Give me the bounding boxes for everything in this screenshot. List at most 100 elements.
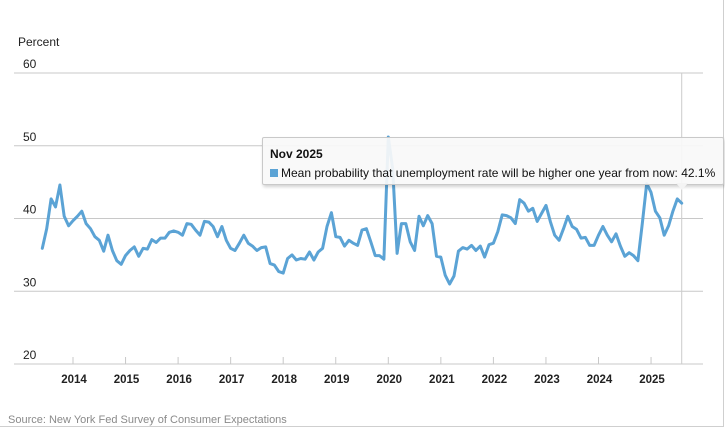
- data-point[interactable]: [132, 245, 136, 249]
- data-point[interactable]: [399, 222, 403, 226]
- data-point[interactable]: [491, 241, 495, 245]
- data-point[interactable]: [575, 227, 579, 231]
- data-point[interactable]: [588, 243, 592, 247]
- data-point[interactable]: [312, 258, 316, 262]
- data-point[interactable]: [334, 235, 338, 239]
- data-point[interactable]: [338, 235, 342, 239]
- data-point[interactable]: [430, 222, 434, 226]
- data-point[interactable]: [610, 240, 614, 244]
- data-point[interactable]: [662, 233, 666, 237]
- data-point[interactable]: [509, 216, 513, 220]
- data-point[interactable]: [207, 220, 211, 224]
- data-point[interactable]: [58, 183, 62, 187]
- data-point[interactable]: [640, 222, 644, 226]
- data-point[interactable]: [97, 238, 101, 242]
- data-point[interactable]: [461, 246, 465, 250]
- data-point[interactable]: [163, 236, 167, 240]
- data-point[interactable]: [246, 241, 250, 245]
- data-point[interactable]: [40, 246, 44, 250]
- data-point[interactable]: [290, 253, 294, 257]
- data-point[interactable]: [570, 225, 574, 229]
- data-point[interactable]: [80, 209, 84, 213]
- data-point[interactable]: [531, 206, 535, 210]
- data-point[interactable]: [456, 249, 460, 253]
- data-point[interactable]: [347, 238, 351, 242]
- data-point[interactable]: [268, 262, 272, 266]
- data-point[interactable]: [343, 244, 347, 248]
- data-point[interactable]: [513, 222, 517, 226]
- data-point[interactable]: [321, 246, 325, 250]
- data-point[interactable]: [159, 236, 163, 240]
- data-point[interactable]: [229, 246, 233, 250]
- data-point[interactable]: [124, 254, 128, 258]
- data-point[interactable]: [474, 249, 478, 253]
- data-point[interactable]: [110, 249, 114, 253]
- data-point[interactable]: [382, 257, 386, 261]
- data-point[interactable]: [299, 257, 303, 261]
- data-point[interactable]: [137, 254, 141, 258]
- data-point[interactable]: [395, 251, 399, 255]
- data-point[interactable]: [548, 219, 552, 223]
- data-point[interactable]: [566, 214, 570, 218]
- data-point[interactable]: [653, 209, 657, 213]
- data-point[interactable]: [487, 243, 491, 247]
- data-point[interactable]: [119, 262, 123, 266]
- data-point[interactable]: [281, 271, 285, 275]
- data-point[interactable]: [373, 254, 377, 258]
- data-point[interactable]: [483, 255, 487, 259]
- data-point[interactable]: [224, 238, 228, 242]
- data-point[interactable]: [102, 249, 106, 253]
- data-point[interactable]: [623, 254, 627, 258]
- data-point[interactable]: [434, 254, 438, 258]
- data-point[interactable]: [417, 214, 421, 218]
- data-point[interactable]: [470, 243, 474, 247]
- data-point[interactable]: [67, 224, 71, 228]
- data-point[interactable]: [478, 244, 482, 248]
- data-point[interactable]: [522, 201, 526, 205]
- data-point[interactable]: [216, 235, 220, 239]
- data-point[interactable]: [202, 219, 206, 223]
- data-point[interactable]: [378, 254, 382, 258]
- data-point[interactable]: [605, 233, 609, 237]
- data-point[interactable]: [404, 222, 408, 226]
- data-point[interactable]: [526, 209, 530, 213]
- data-point[interactable]: [649, 190, 653, 194]
- data-point[interactable]: [614, 232, 618, 236]
- data-point[interactable]: [198, 233, 202, 237]
- data-point[interactable]: [579, 236, 583, 240]
- data-point[interactable]: [75, 214, 79, 218]
- data-point[interactable]: [443, 273, 447, 277]
- data-point[interactable]: [62, 214, 66, 218]
- data-point[interactable]: [167, 230, 171, 234]
- data-point[interactable]: [356, 243, 360, 247]
- data-point[interactable]: [150, 238, 154, 242]
- data-point[interactable]: [671, 209, 675, 213]
- data-point[interactable]: [307, 250, 311, 254]
- data-point[interactable]: [592, 243, 596, 247]
- data-point[interactable]: [583, 235, 587, 239]
- data-point[interactable]: [369, 240, 373, 244]
- data-point[interactable]: [601, 225, 605, 229]
- data-point[interactable]: [180, 233, 184, 237]
- data-point[interactable]: [84, 222, 88, 226]
- data-point[interactable]: [259, 246, 263, 250]
- data-point[interactable]: [176, 230, 180, 234]
- data-point[interactable]: [597, 233, 601, 237]
- data-point[interactable]: [211, 225, 215, 229]
- data-point[interactable]: [220, 225, 224, 229]
- data-point[interactable]: [237, 241, 241, 245]
- data-point[interactable]: [535, 219, 539, 223]
- data-point[interactable]: [505, 214, 509, 218]
- data-point[interactable]: [242, 233, 246, 237]
- data-point[interactable]: [448, 282, 452, 286]
- data-point[interactable]: [557, 238, 561, 242]
- data-point[interactable]: [172, 229, 176, 233]
- data-point[interactable]: [251, 244, 255, 248]
- data-point[interactable]: [89, 227, 93, 231]
- data-point[interactable]: [145, 247, 149, 251]
- data-point[interactable]: [667, 224, 671, 228]
- data-point[interactable]: [351, 241, 355, 245]
- data-point[interactable]: [255, 249, 259, 253]
- data-point[interactable]: [540, 211, 544, 215]
- data-point[interactable]: [71, 219, 75, 223]
